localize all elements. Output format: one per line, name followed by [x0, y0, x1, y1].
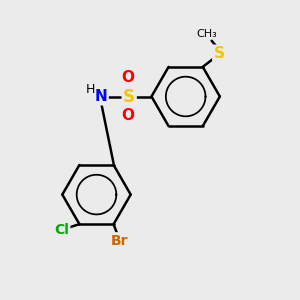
Text: O: O: [121, 70, 134, 85]
Text: S: S: [123, 88, 135, 106]
Text: H: H: [86, 83, 95, 97]
Text: CH₃: CH₃: [197, 29, 218, 39]
Text: Cl: Cl: [54, 223, 69, 237]
Text: S: S: [214, 46, 225, 61]
Text: N: N: [94, 89, 107, 104]
Text: Br: Br: [111, 233, 128, 248]
Text: O: O: [121, 108, 134, 123]
